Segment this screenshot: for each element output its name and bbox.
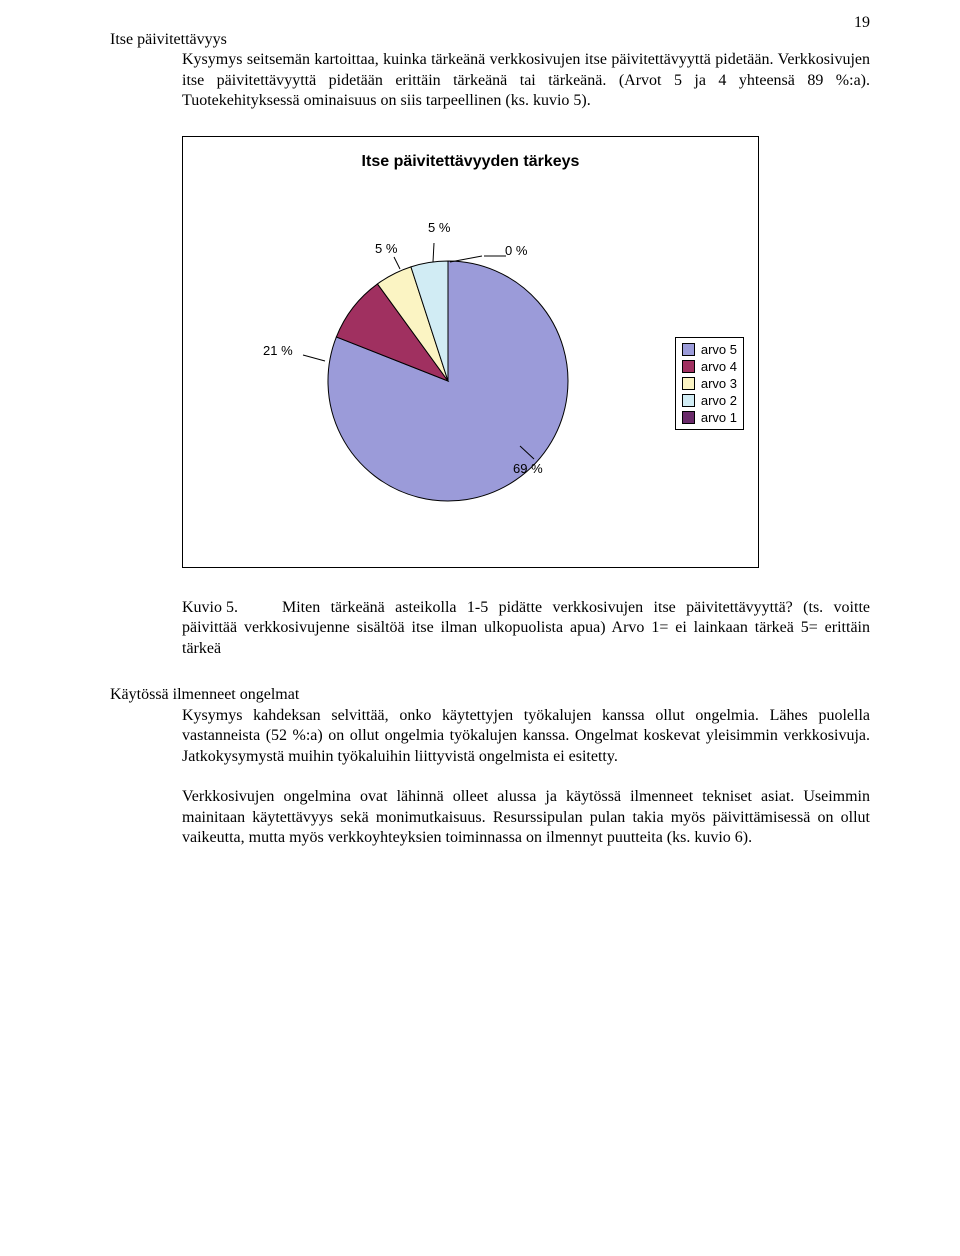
- chart-title: Itse päivitettävyyden tärkeys: [183, 137, 758, 171]
- legend-swatch-arvo3: [682, 377, 695, 390]
- legend-item-arvo2: arvo 2: [682, 392, 737, 409]
- figure-caption: Kuvio 5.Miten tärkeänä asteikolla 1-5 pi…: [182, 598, 870, 659]
- caption-label: Kuvio 5.: [182, 598, 282, 618]
- legend-label-arvo4: arvo 4: [701, 359, 737, 374]
- pie-label-0: 0 %: [505, 243, 527, 258]
- legend-swatch-arvo4: [682, 360, 695, 373]
- legend-label-arvo3: arvo 3: [701, 376, 737, 391]
- chart-legend: arvo 5 arvo 4 arvo 3 arvo 2 arvo 1: [675, 337, 744, 430]
- section-1: Itse päivitettävyys: [110, 30, 870, 50]
- pie-label-69: 69 %: [513, 461, 543, 476]
- legend-label-arvo5: arvo 5: [701, 342, 737, 357]
- section-1-heading: Itse päivitettävyys: [110, 31, 227, 48]
- leader-5a: [394, 257, 400, 269]
- section-2-para1: Kysymys kahdeksan selvittää, onko käytet…: [182, 706, 870, 767]
- pie-label-5b: 5 %: [428, 220, 450, 235]
- legend-item-arvo5: arvo 5: [682, 341, 737, 358]
- pie-chart-svg: [183, 171, 758, 561]
- legend-item-arvo1: arvo 1: [682, 409, 737, 426]
- section-2: Käytössä ilmenneet ongelmat Kysymys kahd…: [110, 685, 870, 848]
- legend-swatch-arvo2: [682, 394, 695, 407]
- document-page: 19 Itse päivitettävyys Kysymys seitsemän…: [0, 0, 960, 889]
- page-number: 19: [854, 14, 870, 32]
- section-1-paragraph: Kysymys seitsemän kartoittaa, kuinka tär…: [182, 50, 870, 111]
- legend-swatch-arvo1: [682, 411, 695, 424]
- leader-5b: [433, 243, 434, 262]
- legend-label-arvo1: arvo 1: [701, 410, 737, 425]
- legend-item-arvo3: arvo 3: [682, 375, 737, 392]
- section-2-heading: Käytössä ilmenneet ongelmat: [110, 685, 870, 705]
- pie-label-21: 21 %: [263, 343, 293, 358]
- leader-0: [450, 256, 482, 262]
- legend-label-arvo2: arvo 2: [701, 393, 737, 408]
- legend-item-arvo4: arvo 4: [682, 358, 737, 375]
- section-2-para2: Verkkosivujen ongelmina ovat lähinnä oll…: [182, 787, 870, 848]
- caption-text: Miten tärkeänä asteikolla 1-5 pidätte ve…: [182, 599, 870, 657]
- legend-swatch-arvo5: [682, 343, 695, 356]
- pie-label-5a: 5 %: [375, 241, 397, 256]
- chart-body: 69 % 21 % 5 % 5 % 0 % arvo 5 arvo 4 arvo…: [183, 171, 758, 561]
- leader-21: [303, 355, 325, 361]
- pie-chart-container: Itse päivitettävyyden tärkeys: [182, 136, 759, 568]
